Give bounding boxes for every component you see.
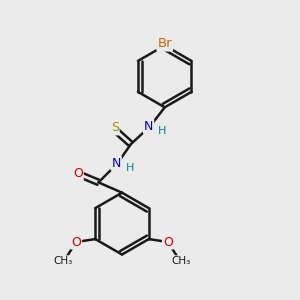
Text: N: N — [112, 157, 121, 170]
Text: CH₃: CH₃ — [172, 256, 191, 266]
Text: O: O — [73, 167, 83, 180]
Text: H: H — [158, 126, 166, 136]
Text: Br: Br — [158, 38, 172, 50]
Text: S: S — [111, 122, 119, 134]
Text: H: H — [126, 163, 134, 173]
Text: N: N — [144, 120, 153, 133]
Text: O: O — [71, 236, 81, 248]
Text: CH₃: CH₃ — [53, 256, 73, 266]
Text: O: O — [163, 236, 173, 248]
